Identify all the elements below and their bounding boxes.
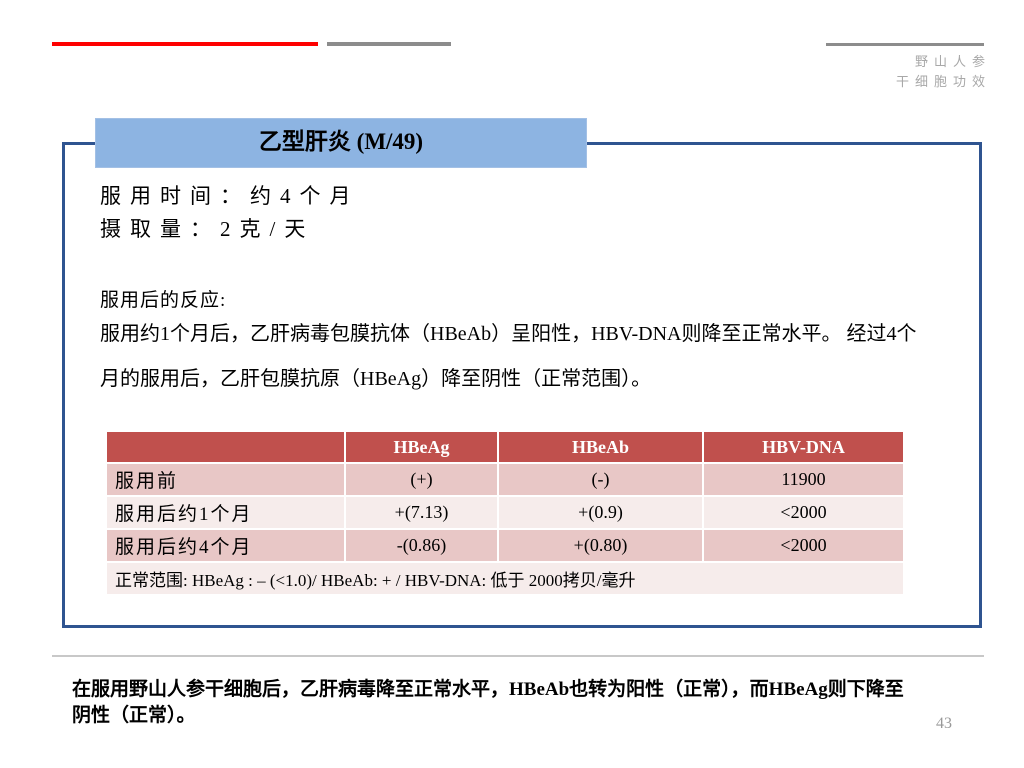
table-row-before: 服用前 (+) (-) 11900 — [105, 462, 905, 497]
cell-hbvdna: 11900 — [702, 462, 905, 497]
header-cell-hbeag: HBeAg — [344, 430, 499, 464]
reaction-line-1: 服用约1个月后，乙肝病毒包膜抗体（HBeAb）呈阳性，HBV-DNA则降至正常水… — [100, 323, 917, 345]
summary-line-2: 阴性（正常）。 — [72, 705, 196, 726]
decorative-gray-line — [327, 42, 451, 46]
summary-text: 在服用野山人参干细胞后，乙肝病毒降至正常水平，HBeAb也转为阳性（正常），而H… — [72, 677, 972, 729]
cell-hbeag: -(0.86) — [344, 528, 499, 563]
slide-title: 乙型肝炎 (M/49) — [95, 118, 587, 168]
duration-text: 服用时间：约4个月 — [100, 184, 360, 208]
header-cell-hbeab: HBeAb — [497, 430, 704, 464]
page-number: 43 — [936, 715, 952, 732]
header-cell-empty — [105, 430, 346, 464]
table-footer-row: 正常范围: HBeAg : – (<1.0)/ HBeAb: + / HBV-D… — [105, 561, 905, 596]
row-label: 服用后约1个月 — [105, 495, 346, 530]
cell-hbeag: +(7.13) — [344, 495, 499, 530]
row-label: 服用后约4个月 — [105, 528, 346, 563]
cell-hbeab: +(0.9) — [497, 495, 704, 530]
row-label: 服用前 — [105, 462, 346, 497]
dosage-text: 摄取量：2克/天 — [100, 217, 315, 241]
table-row-4month: 服用后约4个月 -(0.86) +(0.80) <2000 — [105, 528, 905, 563]
decorative-gray-line-right — [826, 43, 984, 46]
summary-line-1: 在服用野山人参干细胞后，乙肝病毒降至正常水平，HBeAb也转为阳性（正常），而H… — [72, 679, 904, 700]
brand-line-1: 野山人参 — [914, 54, 991, 69]
brand-text: 野山人参 干细胞功效 — [896, 52, 991, 92]
header-cell-hbvdna: HBV-DNA — [702, 430, 905, 464]
reaction-line-2: 月的服用后，乙肝包膜抗原（HBeAg）降至阴性（正常范围）。 — [100, 368, 652, 390]
cell-hbeab: +(0.80) — [497, 528, 704, 563]
bottom-divider-line — [52, 655, 984, 657]
table-row-1month: 服用后约1个月 +(7.13) +(0.9) <2000 — [105, 495, 905, 530]
cell-hbeab: (-) — [497, 462, 704, 497]
decorative-red-line — [52, 42, 318, 46]
cell-hbvdna: <2000 — [702, 528, 905, 563]
normal-range-note: 正常范围: HBeAg : – (<1.0)/ HBeAb: + / HBV-D… — [105, 561, 905, 596]
reaction-heading: 服用后的反应: — [100, 290, 227, 311]
results-table: HBeAg HBeAb HBV-DNA 服用前 (+) (-) 11900 服用… — [105, 430, 905, 596]
cell-hbvdna: <2000 — [702, 495, 905, 530]
brand-line-2: 干细胞功效 — [895, 74, 991, 89]
table-header-row: HBeAg HBeAb HBV-DNA — [105, 430, 905, 464]
cell-hbeag: (+) — [344, 462, 499, 497]
